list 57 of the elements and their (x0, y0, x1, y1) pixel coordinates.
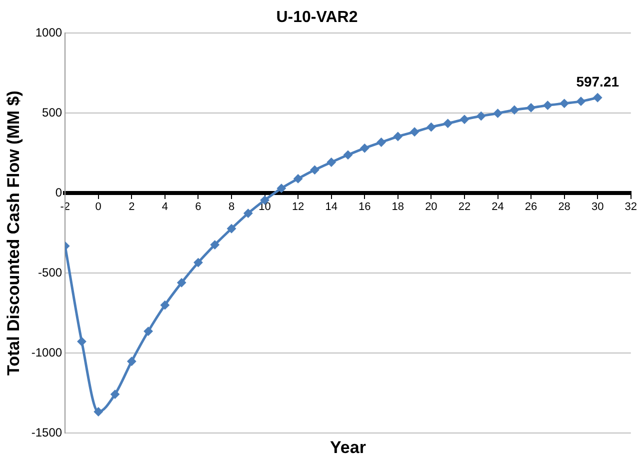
point (244, 208, 253, 218)
point (593, 93, 602, 102)
point (94, 407, 103, 416)
x-tick-label: 12 (292, 200, 304, 213)
point (310, 165, 320, 174)
y-tick-label: -500 (38, 265, 62, 280)
y-tick-label: -1000 (31, 345, 62, 360)
point (110, 390, 120, 399)
point (543, 100, 552, 110)
point (376, 138, 386, 147)
chart-title: U-10-VAR2 (276, 9, 358, 26)
y-tick-label: 500 (42, 105, 62, 120)
x-tick-label: 24 (492, 200, 504, 213)
y-tick-label: 1000 (35, 26, 62, 40)
x-tick-label: 20 (425, 200, 438, 213)
point (144, 326, 153, 336)
x-tick-label: 0 (95, 200, 102, 213)
point (460, 114, 469, 124)
point (177, 278, 186, 288)
point (493, 108, 502, 118)
point (160, 300, 170, 310)
x-tick-label: 28 (558, 200, 570, 213)
point (510, 105, 519, 114)
point (443, 118, 452, 128)
x-tick-label: 8 (228, 200, 235, 213)
point (560, 98, 569, 108)
x-tick-label: 4 (162, 200, 168, 213)
point (410, 127, 420, 136)
x-tick-label: 6 (195, 200, 202, 213)
x-tick-label: 32 (624, 200, 638, 213)
point (77, 337, 86, 346)
y-axis-title: Total Discounted Cash Flow (MM $) (4, 90, 23, 376)
point (526, 103, 536, 112)
point (294, 174, 303, 184)
point (476, 112, 486, 121)
point (326, 158, 336, 167)
point (210, 240, 220, 250)
x-axis-title: Year (330, 438, 366, 458)
x-tick-label: 22 (458, 200, 471, 213)
x-tick-label: 30 (591, 200, 604, 213)
point (393, 132, 402, 142)
x-tick-label: 16 (358, 200, 371, 213)
point (360, 144, 370, 153)
data-label: 597.21 (576, 73, 620, 90)
x-tick-label: 2 (128, 200, 135, 213)
y-tick-label: -1500 (31, 425, 62, 440)
point (276, 184, 286, 193)
point (127, 356, 136, 366)
x-tick-label: 26 (524, 200, 538, 213)
point (576, 96, 586, 106)
x-tick-label: 14 (325, 200, 338, 213)
y-tick-label: 0 (55, 185, 62, 200)
point (227, 224, 236, 234)
point (426, 122, 436, 132)
point (194, 258, 203, 268)
point (343, 150, 352, 160)
x-tick-label: 18 (392, 200, 404, 213)
